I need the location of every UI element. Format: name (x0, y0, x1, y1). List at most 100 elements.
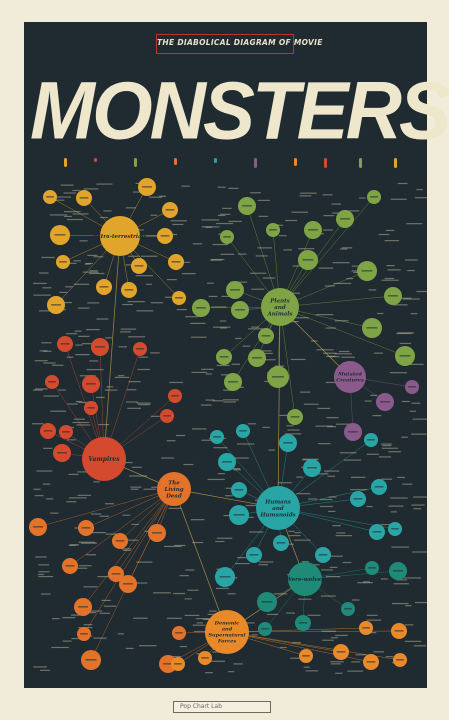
film-title-mark (273, 593, 288, 595)
film-title-mark (286, 543, 294, 545)
film-title-mark (318, 267, 334, 269)
film-title-mark (201, 439, 212, 441)
film-title-mark (277, 482, 292, 484)
film-title-mark (322, 639, 334, 641)
film-title-mark (251, 326, 260, 328)
film-title-mark (69, 544, 80, 546)
film-title-mark (260, 359, 276, 361)
movie-node-label (340, 218, 350, 220)
hub-label-we: Were-wolves (286, 577, 324, 583)
film-title-mark (73, 283, 90, 285)
film-title-mark (68, 544, 77, 546)
film-title-mark (325, 576, 341, 578)
film-title-mark (130, 486, 142, 488)
film-title-mark (390, 511, 397, 513)
film-title-mark (388, 505, 404, 507)
film-title-mark (257, 247, 272, 249)
film-title-mark (387, 269, 401, 271)
film-title-mark (220, 374, 232, 376)
film-title-mark (150, 302, 164, 304)
film-title-mark (98, 423, 110, 426)
movie-node-label (394, 630, 404, 632)
film-title-mark (389, 372, 408, 374)
film-title-mark (125, 207, 137, 209)
film-title-mark (172, 223, 184, 226)
film-title-mark (216, 222, 234, 225)
movie-node-label (152, 532, 162, 534)
film-title-mark (412, 418, 427, 420)
film-title-mark (320, 595, 336, 597)
film-title-mark (274, 365, 285, 367)
film-title-mark (89, 360, 99, 362)
film-title-mark (164, 545, 182, 548)
movie-node-label (79, 197, 89, 199)
film-title-mark (399, 342, 412, 345)
film-title-mark (339, 248, 348, 250)
movie-node-label (228, 381, 238, 383)
movie-node-label (59, 261, 67, 263)
film-title-mark (83, 586, 98, 588)
movie-node-label (163, 663, 173, 665)
film-title-mark (373, 352, 383, 354)
film-title-mark (58, 389, 66, 391)
film-title-mark (43, 362, 56, 364)
film-title-mark (351, 270, 362, 272)
film-title-mark (205, 226, 212, 228)
film-title-mark (370, 394, 378, 397)
film-title-mark (192, 624, 206, 626)
film-title-mark (329, 566, 338, 568)
movie-node-label (160, 235, 170, 237)
movie-node-label (362, 627, 370, 629)
connection-line (69, 488, 175, 567)
movie-node-label (78, 606, 88, 608)
film-title-mark (220, 253, 235, 255)
film-title-mark (351, 265, 359, 267)
film-title-mark (220, 213, 231, 215)
film-title-mark (101, 599, 111, 602)
monster-diagram: Extra-terrestrials Plants and Animals Mutate… (29, 158, 427, 674)
film-title-mark (327, 475, 336, 477)
film-title-mark (233, 469, 241, 471)
movie-node-label (234, 489, 244, 491)
film-title-mark (342, 247, 353, 249)
film-title-mark (341, 356, 355, 358)
film-title-mark (334, 320, 349, 322)
film-title-mark (325, 355, 336, 357)
movie-node-label (391, 528, 399, 530)
film-title-mark (62, 617, 76, 619)
film-title-mark (34, 388, 48, 390)
film-title-mark (285, 219, 298, 222)
film-title-mark (347, 670, 364, 672)
film-title-mark (416, 290, 427, 293)
film-title-mark (251, 288, 265, 290)
film-title-mark (56, 196, 72, 198)
movie-node-label (43, 430, 53, 432)
film-title-mark (404, 624, 414, 626)
film-title-mark (237, 557, 251, 559)
hub-ds (205, 610, 249, 654)
movie-node-label (80, 633, 88, 635)
movie-node-label (219, 576, 231, 578)
connection-line (82, 488, 175, 608)
film-title-mark (80, 542, 98, 544)
movie-node-label (142, 186, 152, 188)
movie-node-label (57, 452, 67, 454)
film-title-mark (339, 452, 357, 454)
film-title-mark (359, 197, 366, 199)
film-title-mark (210, 259, 222, 261)
film-title-mark (284, 433, 302, 435)
film-title-mark (128, 336, 146, 338)
film-title-mark (33, 488, 41, 490)
movie-node-label (380, 401, 390, 403)
movie-node-label (307, 467, 317, 469)
film-title-mark (332, 262, 350, 264)
film-title-mark (121, 548, 132, 550)
movie-node-label (239, 430, 247, 432)
film-title-mark (386, 656, 394, 658)
film-title-mark (125, 264, 134, 266)
film-title-mark (190, 519, 205, 521)
film-title-mark (357, 582, 374, 584)
title-drip (214, 158, 217, 163)
film-title-mark (40, 593, 51, 595)
film-title-mark (296, 493, 311, 495)
